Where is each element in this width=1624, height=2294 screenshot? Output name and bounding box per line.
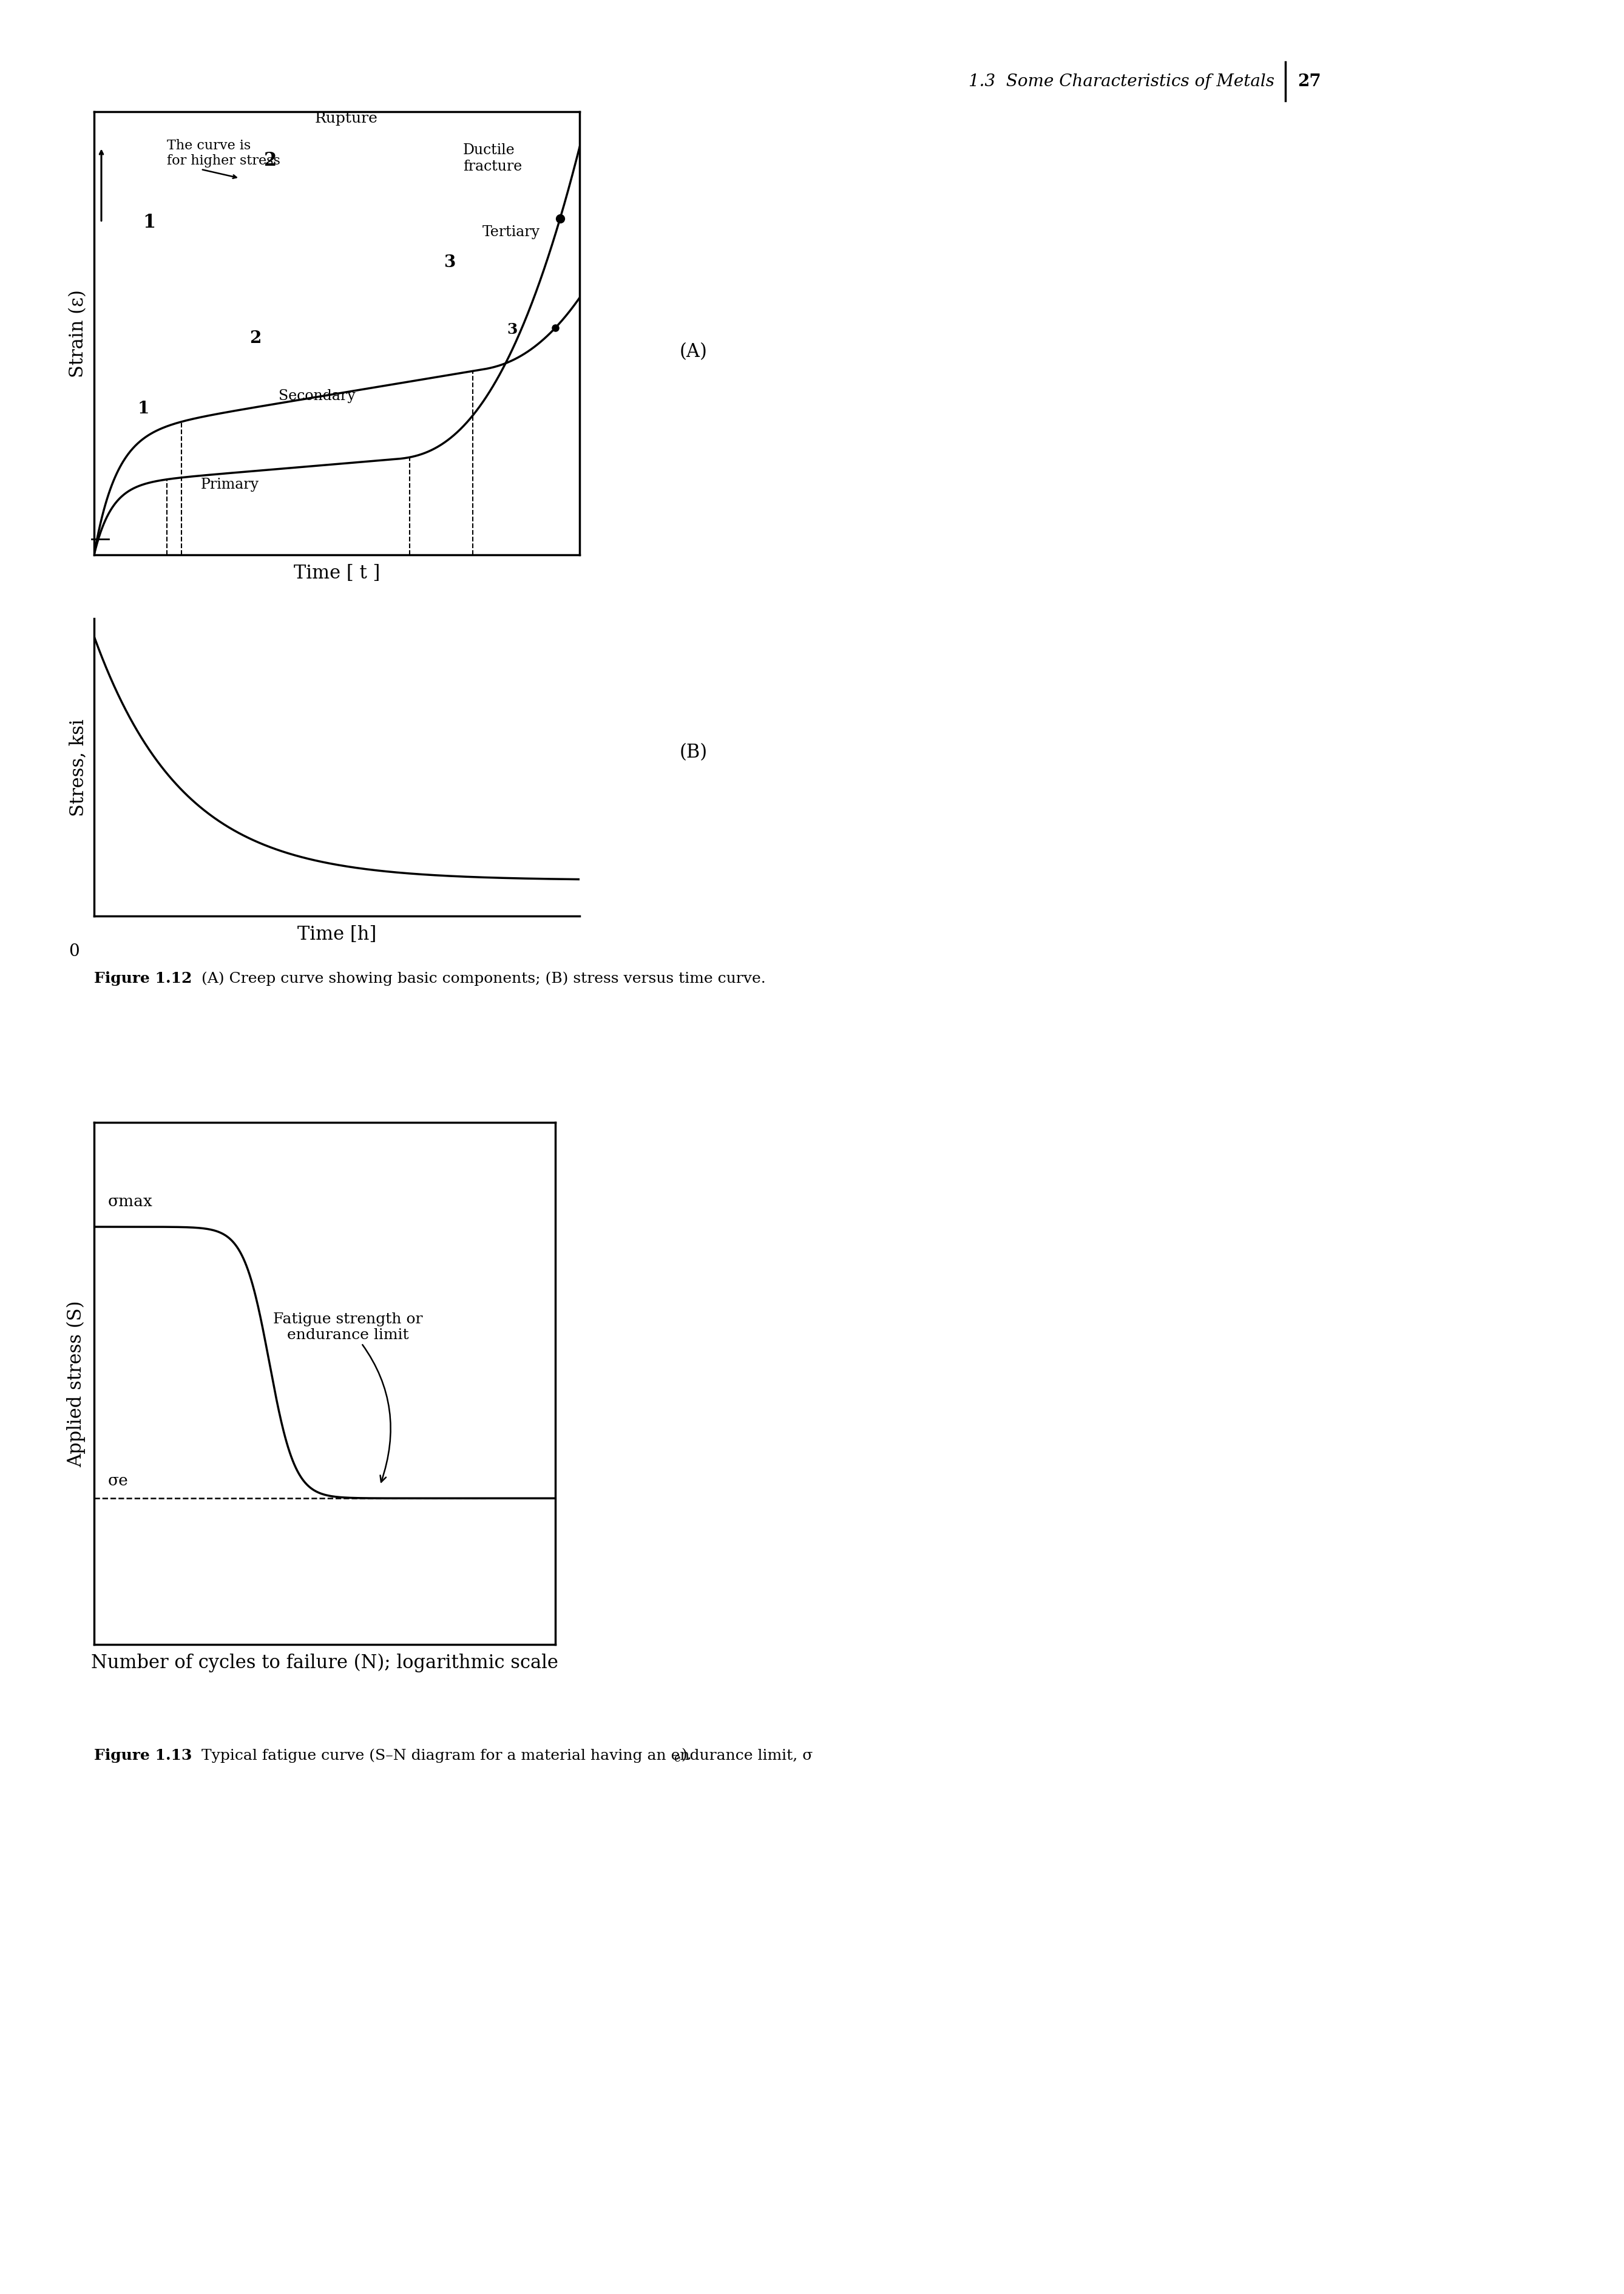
Text: 3: 3 [507,321,518,337]
Text: ).: ). [680,1748,692,1762]
Text: Secondary: Secondary [279,390,356,404]
Text: Figure 1.12: Figure 1.12 [94,970,192,986]
Text: 2: 2 [265,151,276,170]
Text: The curve is
for higher stress: The curve is for higher stress [167,140,281,167]
X-axis label: Time [h]: Time [h] [297,924,377,943]
X-axis label: Number of cycles to failure (N); logarithmic scale: Number of cycles to failure (N); logarit… [91,1654,559,1672]
Text: Ductile
fracture: Ductile fracture [463,142,521,174]
Text: 1: 1 [138,401,149,418]
X-axis label: Time [ t ]: Time [ t ] [294,564,380,583]
Text: Rupture: Rupture [315,112,378,126]
Text: 3: 3 [443,255,455,271]
Text: Primary: Primary [201,477,260,491]
Text: Figure 1.13: Figure 1.13 [94,1748,192,1762]
Text: 2: 2 [250,330,261,346]
Text: Typical fatigue curve (S–N diagram for a material having an endurance limit, σ: Typical fatigue curve (S–N diagram for a… [182,1748,812,1762]
Text: Fatigue strength or
endurance limit: Fatigue strength or endurance limit [273,1312,422,1482]
Text: 1.3  Some Characteristics of Metals: 1.3 Some Characteristics of Metals [968,73,1275,89]
Y-axis label: Strain (ε): Strain (ε) [68,289,88,379]
Text: (A) Creep curve showing basic components; (B) stress versus time curve.: (A) Creep curve showing basic components… [182,970,767,986]
Text: 0: 0 [68,943,80,959]
Text: 1: 1 [143,213,156,232]
Text: (A): (A) [680,342,708,362]
Text: σe: σe [107,1473,128,1489]
Text: σmax: σmax [107,1193,153,1209]
Y-axis label: Applied stress (S): Applied stress (S) [67,1301,86,1466]
Text: e: e [674,1753,680,1764]
Text: 27: 27 [1298,73,1320,89]
Text: (B): (B) [680,743,708,762]
Text: Tertiary: Tertiary [482,225,541,239]
Y-axis label: Stress, ksi: Stress, ksi [68,718,88,817]
